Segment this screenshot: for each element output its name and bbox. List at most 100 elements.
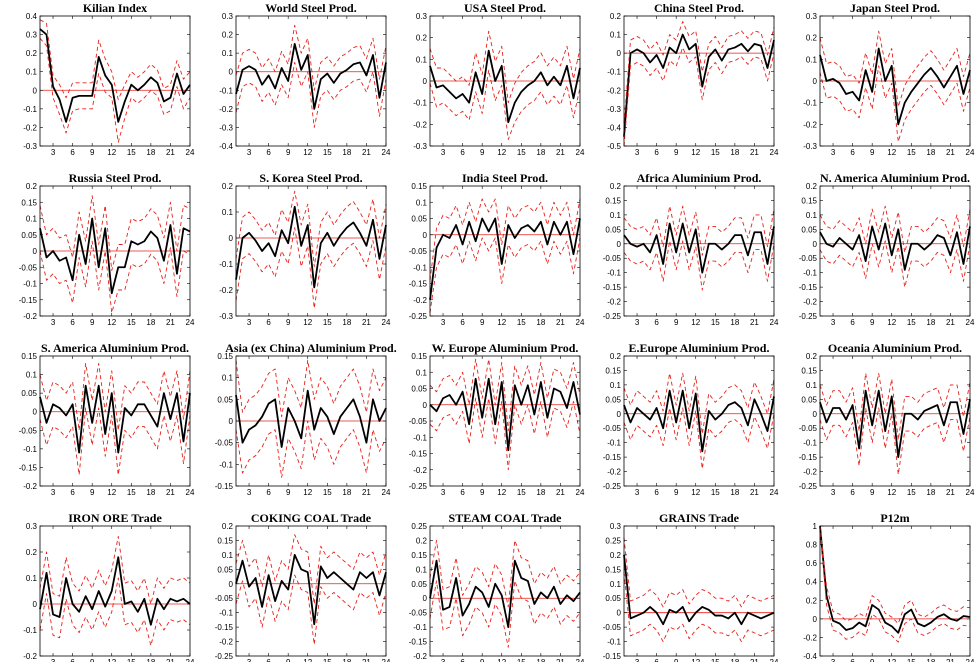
y-tick-label: 0.05 xyxy=(411,580,427,589)
x-tick-label: 15 xyxy=(127,318,136,327)
upper-band-line xyxy=(623,205,775,256)
x-tick-label: 3 xyxy=(247,318,252,327)
y-tick-label: -0.3 xyxy=(219,123,233,132)
upper-band-line xyxy=(819,372,971,441)
x-tick-label: 15 xyxy=(907,658,916,662)
x-tick-label: 21 xyxy=(362,658,371,662)
y-tick-label: 0.2 xyxy=(610,182,622,191)
x-tick-label: 24 xyxy=(966,658,975,662)
y-tick-label: 0.1 xyxy=(610,381,622,390)
y-tick-label: 0 xyxy=(423,401,428,410)
y-tick-label: -0.3 xyxy=(413,142,427,151)
y-tick-label: 0.1 xyxy=(806,211,818,220)
y-tick-label: -0.15 xyxy=(409,638,428,647)
y-tick-label: 0.2 xyxy=(222,182,234,191)
y-tick-label: 0.2 xyxy=(806,182,818,191)
y-tick-label: 0.1 xyxy=(806,55,818,64)
y-tick-label: -0.2 xyxy=(607,298,621,307)
y-tick-label: 0 xyxy=(813,240,818,249)
y-tick-label: 0.2 xyxy=(222,31,234,40)
x-tick-label: 21 xyxy=(362,488,371,497)
y-tick-label: 0 xyxy=(229,417,234,426)
y-tick-label: -0.25 xyxy=(603,482,622,491)
x-tick-label: 24 xyxy=(186,488,195,497)
y-tick-label: -0.2 xyxy=(23,652,37,661)
y-tick-label: 0.15 xyxy=(21,352,37,361)
lower-band-line xyxy=(39,577,191,647)
y-tick-label: -0.15 xyxy=(603,652,622,661)
x-tick-label: 21 xyxy=(946,318,955,327)
y-tick-label: 0.05 xyxy=(605,395,621,404)
y-tick-label: -0.3 xyxy=(219,312,233,321)
y-tick-label: 0.1 xyxy=(222,551,234,560)
x-tick-label: 12 xyxy=(691,658,700,662)
axes-frame xyxy=(819,185,971,317)
irf-line xyxy=(235,389,387,448)
x-tick-label: 6 xyxy=(70,318,75,327)
x-tick-label: 3 xyxy=(441,148,446,157)
y-tick-label: -0.25 xyxy=(799,312,818,321)
y-tick-label: -0.3 xyxy=(23,142,37,151)
y-tick-label: -0.2 xyxy=(219,286,233,295)
x-tick-label: 3 xyxy=(247,658,252,662)
irf-line xyxy=(819,47,971,126)
y-tick-label: -0.3 xyxy=(607,105,621,114)
lower-band-line xyxy=(235,420,387,478)
y-tick-label: 0.05 xyxy=(21,389,37,398)
x-tick-label: 24 xyxy=(576,318,585,327)
y-tick-label: -0.1 xyxy=(219,260,233,269)
x-tick-label: 3 xyxy=(51,488,56,497)
irf-line xyxy=(429,217,581,300)
x-tick-label: 18 xyxy=(146,488,155,497)
x-tick-label: 15 xyxy=(127,488,136,497)
y-tick-label: -0.15 xyxy=(603,283,622,292)
panel-title: World Steel Prod. xyxy=(265,1,356,15)
y-tick-label: 0.2 xyxy=(806,34,818,43)
y-tick-label: 0.4 xyxy=(806,578,818,587)
axes-frame xyxy=(819,525,971,657)
y-tick-label: 0.05 xyxy=(411,215,427,224)
y-tick-label: -0.2 xyxy=(803,298,817,307)
y-tick-label: -0.1 xyxy=(219,86,233,95)
panel-title: S. America Aluminium Prod. xyxy=(41,341,189,355)
y-tick-label: 0.1 xyxy=(222,374,234,383)
lower-band-line xyxy=(235,61,387,128)
upper-band-line xyxy=(819,525,971,624)
y-tick-label: 0.4 xyxy=(26,12,38,21)
y-tick-label: -0.1 xyxy=(607,269,621,278)
x-tick-label: 15 xyxy=(517,658,526,662)
panel-title: USA Steel Prod. xyxy=(464,1,546,15)
upper-band-line xyxy=(39,195,191,271)
y-tick-label: 0.2 xyxy=(222,522,234,531)
x-tick-label: 9 xyxy=(674,148,679,157)
x-tick-label: 24 xyxy=(186,658,195,662)
y-tick-label: 0 xyxy=(229,234,234,243)
y-tick-label: -0.1 xyxy=(607,638,621,647)
x-tick-label: 12 xyxy=(497,488,506,497)
y-tick-label: 0.1 xyxy=(222,208,234,217)
lower-band-line xyxy=(429,580,581,648)
y-tick-label: -0.2 xyxy=(23,482,37,491)
irf-line xyxy=(819,389,971,459)
y-tick-label: 0.25 xyxy=(605,536,621,545)
y-tick-label: 0.2 xyxy=(26,548,38,557)
x-tick-label: 18 xyxy=(536,318,545,327)
x-tick-label: 3 xyxy=(441,488,446,497)
y-tick-label: -0.05 xyxy=(603,254,622,263)
irf-line xyxy=(623,222,775,274)
lower-band-line xyxy=(623,407,775,470)
panel-title: E.Europe Aluminium Prod. xyxy=(629,341,770,355)
x-tick-label: 21 xyxy=(362,148,371,157)
y-tick-label: -0.25 xyxy=(799,482,818,491)
y-tick-label: -0.1 xyxy=(803,439,817,448)
y-tick-label: 0 xyxy=(229,580,234,589)
upper-band-line xyxy=(429,30,581,104)
x-tick-label: 18 xyxy=(926,148,935,157)
x-tick-label: 12 xyxy=(497,148,506,157)
panel-title: N. America Aluminium Prod. xyxy=(820,171,970,185)
